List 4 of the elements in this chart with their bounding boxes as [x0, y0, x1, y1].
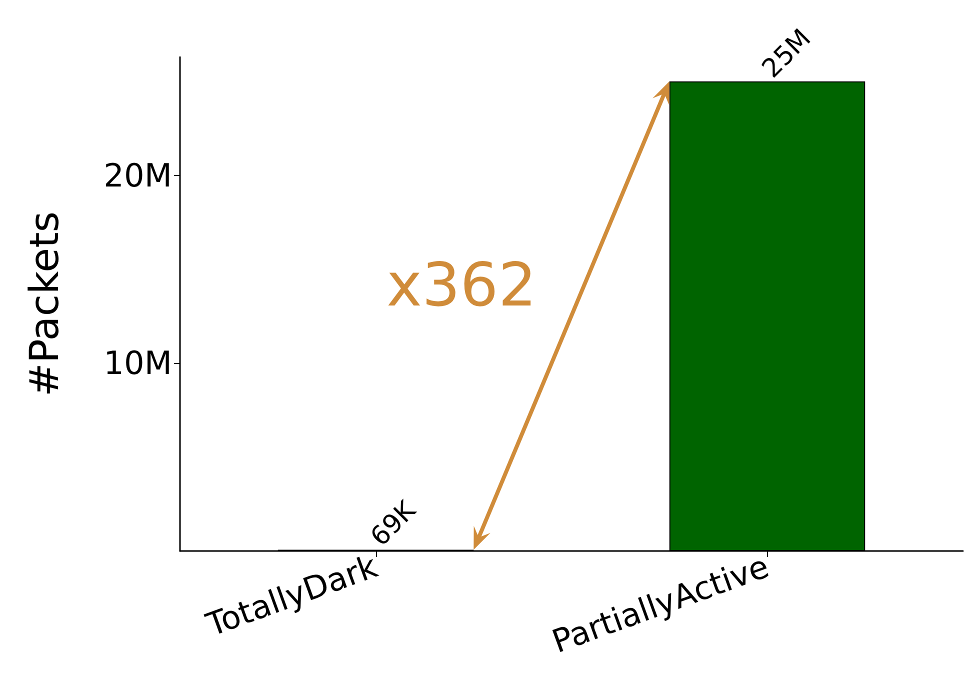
y-axis-title: #Packets — [22, 211, 68, 397]
annotation: x362 — [386, 250, 537, 321]
y-tick-label: 20M — [104, 156, 172, 194]
y-tick-label: 10M — [104, 344, 172, 382]
